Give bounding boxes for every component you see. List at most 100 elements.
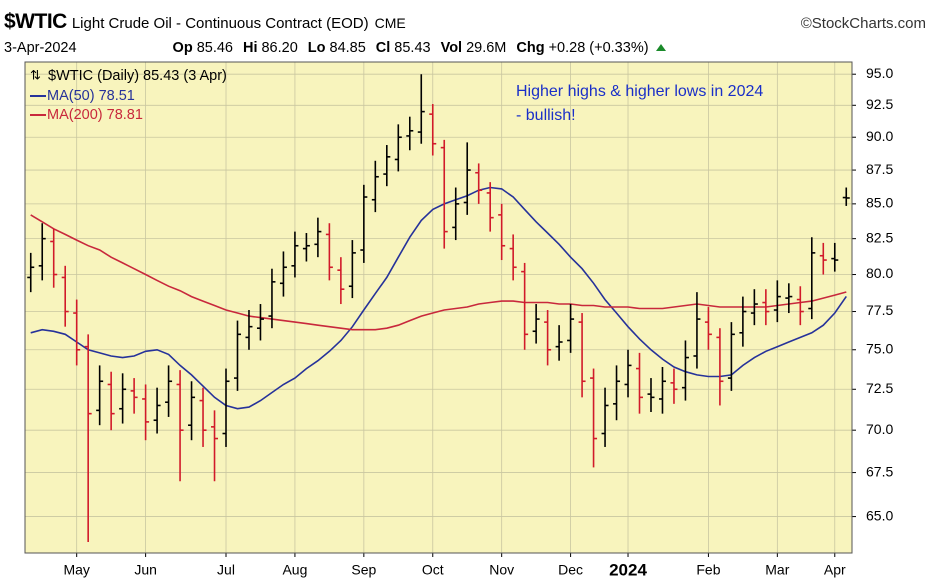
ohlc-bar [727,322,735,391]
ohlc-bar [107,371,115,431]
legend-price: $WTIC (Daily) 85.43 (3 Apr) [48,68,227,84]
ohlc-bar [636,352,644,414]
y-tick-label: 90.0 [866,128,893,144]
ohlc-bar [578,313,586,398]
ohlc-bar [693,292,701,369]
quote-item: Hi 86.20 [243,40,298,56]
ma-line [30,214,847,331]
ohlc-bar [509,234,517,281]
quote-value: 85.43 [394,40,431,56]
annotation: - bullish! [516,107,576,124]
subtitle: Light Crude Oil - Continuous Contract (E… [71,15,369,32]
x-tick-label: Apr [824,562,846,578]
ohlc-bar [601,387,609,447]
ohlc-bar [130,378,138,414]
ohlc-bar [165,365,173,417]
ohlc-bar [544,310,552,366]
x-tick-label: Aug [282,562,307,578]
ohlc-bar [785,283,793,314]
x-tick-label: Sep [351,562,376,578]
ma-line [30,186,847,410]
x-tick-label: 2024 [609,560,647,579]
ohlc-bar [463,142,471,215]
exchange: CME [374,15,406,31]
quote-bar: 3-Apr-2024 Op 85.46 Hi 86.20 Lo 84.85 Cl 85.43 V… [4,40,926,58]
y-tick-label: 92.5 [866,96,893,112]
y-tick-label: 70.0 [866,421,893,437]
quote-item: Chg +0.28 (+0.33%) [516,40,648,56]
ohlc-bar [50,228,58,288]
ohlc-bar [796,286,804,326]
ohlc-bar [188,381,196,441]
ohlc-bar [762,289,770,326]
date: 3-Apr-2024 [4,40,77,56]
ohlc-bar [279,251,287,297]
ohlc-bar [750,289,758,326]
ohlc-bar [245,310,253,350]
ohlc-bar [704,307,712,350]
quote-item: Op 85.46 [173,40,233,56]
ohlc-bar [383,145,391,187]
y-tick-label: 65.0 [866,507,893,523]
ohlc-bar [452,187,460,241]
ohlc-bar [567,304,575,353]
y-tick-label: 85.0 [866,195,893,211]
quote-label: Hi [242,40,258,56]
quote: Op 85.46 Hi 86.20 Lo 84.85 Cl 85.43 Vol 29.6M Chg +… [173,40,659,56]
ohlc-bar [84,334,92,542]
y-tick-label: 87.5 [866,161,893,177]
quote-label: Vol [440,40,463,56]
ohlc-bar [233,320,241,391]
ohlc-bar [521,262,529,350]
ohlc-bar [142,384,150,441]
ohlc-bar [314,217,322,258]
annotation: Higher highs & higher lows in 2024 [516,83,763,100]
ohlc-bar [176,370,184,482]
y-tick-label: 77.5 [866,302,893,318]
ohlc-bar [555,325,563,361]
ohlc-bar [658,366,666,414]
ohlc-bar [739,296,747,347]
symbol: $WTIC [4,10,67,33]
quote-value: 29.6M [466,40,507,56]
quote-value: 86.20 [261,40,298,56]
ohlc-bar [360,184,368,263]
ohlc-bar [394,124,402,172]
ohlc-bar [73,299,81,366]
ohlc-bar [337,257,345,305]
ohlc-bar [153,387,161,434]
ohlc-bar [681,340,689,401]
ohlc-bar [61,265,69,327]
ohlc-bar [268,268,276,329]
ohlc-bar [624,349,632,398]
y-tick-label: 72.5 [866,380,893,396]
ohlc-bar [325,223,333,281]
ohlc-bar [291,231,299,278]
ohlc-bar [302,233,310,262]
plot-border [24,61,853,554]
ohlc-bar [119,373,127,424]
up-arrow [655,44,666,51]
quote-label: Chg [516,40,545,56]
ohlc-bar [371,160,379,213]
x-tick-label: Feb [696,562,720,578]
ohlc-bar [773,280,781,323]
ohlc-bar [38,223,46,281]
ohlc-bar [842,187,850,206]
x-tick-label: May [63,562,89,578]
ohlc-bar [199,387,207,447]
quote-value: 84.85 [329,40,366,56]
ohlc-bar [440,139,448,249]
ohlc-bar [831,242,839,272]
x-tick-label: Jun [134,562,157,578]
ohlc-bar [716,328,724,406]
ohlc-bar [647,378,655,413]
quote-value: +0.28 (+0.33%) [548,40,649,56]
legend-symbol-icon: ⇅ [30,67,41,82]
ohlc-bar [96,365,104,426]
y-tick-label: 75.0 [866,340,893,356]
quote-item: Cl 85.43 [376,40,431,56]
quote-item: Vol 29.6M [441,40,507,56]
x-tick-label: Jul [217,562,235,578]
